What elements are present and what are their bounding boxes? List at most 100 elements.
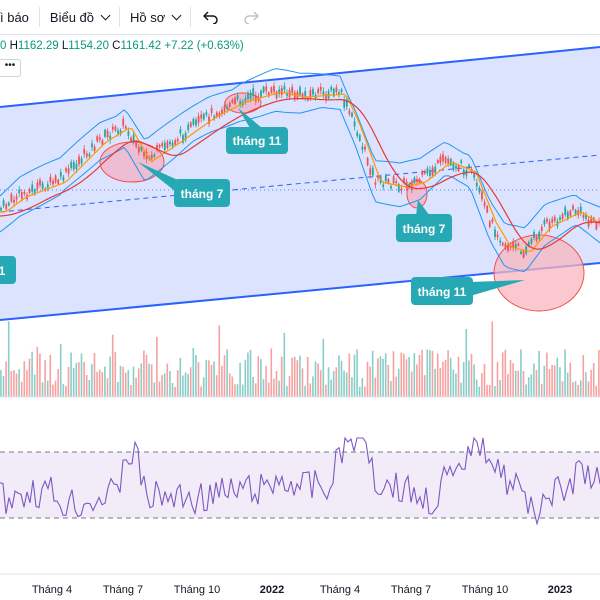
volume-bar bbox=[590, 369, 592, 397]
volume-bar bbox=[143, 350, 145, 397]
candle-body bbox=[361, 146, 364, 150]
candle-body bbox=[564, 207, 567, 215]
candle-body bbox=[36, 182, 39, 189]
volume-bar bbox=[85, 375, 88, 397]
volume-bar bbox=[343, 370, 345, 397]
candle-body bbox=[444, 157, 447, 163]
candle-body bbox=[423, 170, 426, 174]
callout-label: tháng 11 bbox=[233, 134, 282, 148]
volume-bar bbox=[273, 378, 275, 397]
volume-bar bbox=[293, 356, 296, 397]
candle-body bbox=[312, 89, 314, 95]
callout-label: tháng 7 bbox=[403, 222, 446, 236]
candle-body bbox=[301, 93, 304, 99]
candle-body bbox=[114, 126, 117, 131]
candle-body bbox=[249, 92, 252, 100]
volume-bar bbox=[101, 372, 104, 397]
volume-bar bbox=[540, 383, 543, 397]
volume-bar bbox=[299, 355, 301, 397]
candle-body bbox=[10, 193, 13, 202]
candle-body bbox=[358, 134, 361, 141]
volume-bar bbox=[382, 358, 384, 397]
volume-bar bbox=[140, 363, 143, 397]
redo-button[interactable] bbox=[231, 0, 271, 34]
candle-body bbox=[356, 132, 359, 136]
volume-bar bbox=[468, 360, 470, 397]
candle-body bbox=[533, 231, 535, 238]
candle-body bbox=[512, 241, 515, 249]
candle-body bbox=[543, 220, 546, 225]
candle-body bbox=[540, 226, 543, 231]
profile-menu-button[interactable]: Hồ sơ bbox=[120, 0, 190, 34]
candle-body bbox=[122, 118, 125, 126]
candle-body bbox=[348, 110, 351, 114]
chart-menu-button[interactable]: Biểu đồ bbox=[40, 0, 119, 34]
candle-body bbox=[439, 156, 442, 164]
alerts-button[interactable]: ì báo bbox=[0, 0, 39, 34]
candle-body bbox=[499, 240, 502, 243]
volume-bar bbox=[332, 371, 335, 397]
volume-bar bbox=[538, 350, 540, 397]
volume-bar bbox=[23, 361, 26, 397]
candle-body bbox=[161, 143, 164, 146]
volume-bar bbox=[397, 368, 400, 397]
channel-upper-line bbox=[0, 46, 600, 108]
candle-body bbox=[280, 88, 283, 95]
volume-bar bbox=[582, 355, 585, 397]
candle-body bbox=[377, 175, 379, 179]
candle-body bbox=[15, 196, 18, 200]
volume-bar bbox=[247, 352, 249, 397]
volume-bar bbox=[231, 376, 234, 397]
candle-body bbox=[189, 122, 192, 127]
candle-body bbox=[130, 137, 132, 142]
volume-bar bbox=[496, 361, 499, 397]
volume-bar bbox=[345, 372, 348, 397]
candle-body bbox=[483, 202, 486, 206]
volume-bar bbox=[241, 384, 244, 397]
volume-bar bbox=[564, 349, 566, 397]
volume-bar bbox=[483, 363, 486, 397]
volume-bar bbox=[517, 370, 520, 397]
volume-bar bbox=[559, 367, 561, 397]
volume-bar bbox=[117, 381, 119, 397]
close-value: 1161.42 bbox=[120, 40, 162, 52]
volume-bar bbox=[384, 353, 387, 397]
candle-body bbox=[57, 179, 60, 185]
volume-bar bbox=[579, 380, 582, 397]
candle-body bbox=[522, 250, 525, 258]
volume-bar bbox=[462, 362, 465, 397]
candle-body bbox=[442, 154, 444, 162]
undo-icon bbox=[203, 11, 219, 24]
candle-body bbox=[182, 135, 184, 143]
candle-body bbox=[410, 182, 413, 190]
candle-body bbox=[434, 166, 437, 173]
volume-bar bbox=[304, 385, 306, 397]
volume-bar bbox=[431, 350, 434, 397]
time-axis-label: Tháng 10 bbox=[462, 584, 508, 596]
volume-bar bbox=[262, 379, 265, 397]
volume-bar bbox=[369, 366, 371, 397]
candle-body bbox=[317, 88, 320, 94]
more-options-button[interactable]: ••• bbox=[0, 59, 21, 77]
volume-bar bbox=[65, 385, 67, 397]
volume-bar bbox=[501, 352, 504, 397]
highlight-ellipse bbox=[493, 234, 585, 312]
volume-bar bbox=[512, 363, 514, 397]
candle-body bbox=[65, 168, 67, 172]
candle-body bbox=[577, 210, 580, 216]
candle-body bbox=[283, 86, 286, 90]
undo-button[interactable] bbox=[191, 0, 231, 34]
volume-bar bbox=[569, 362, 572, 397]
volume-bar bbox=[148, 363, 150, 397]
candle-body bbox=[2, 200, 5, 206]
volume-bar bbox=[283, 332, 286, 397]
volume-bar bbox=[379, 356, 382, 397]
volume-bar bbox=[475, 379, 478, 397]
candle-body bbox=[574, 209, 577, 216]
candle-body bbox=[200, 114, 203, 119]
candle-body bbox=[592, 217, 595, 222]
volume-bar bbox=[59, 344, 62, 397]
candle-body bbox=[286, 92, 288, 96]
rsi-line bbox=[0, 436, 600, 526]
candle-body bbox=[226, 107, 229, 110]
